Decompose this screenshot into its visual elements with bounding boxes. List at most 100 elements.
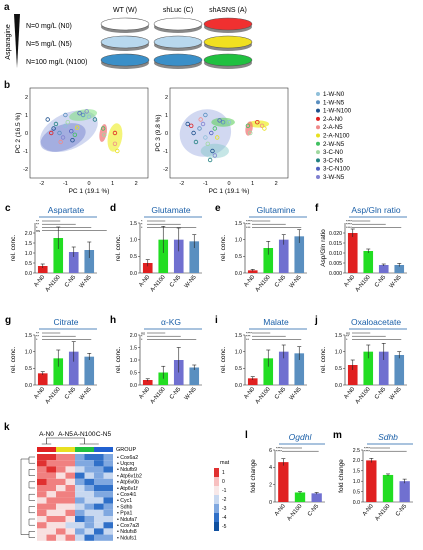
heatmap-cell [37, 516, 47, 523]
heatmap-cell [65, 460, 75, 467]
pca-point [212, 126, 218, 131]
group-color-cell [75, 447, 94, 452]
bar [142, 380, 153, 385]
y-tick-label: 0 [269, 500, 272, 506]
cluster-ellipse [245, 121, 253, 136]
gene-label: • Cox7a2l [117, 523, 139, 529]
legend-swatch [316, 100, 320, 105]
pca-point [245, 123, 251, 128]
heatmap-cell [37, 472, 47, 479]
tick-label: -1 [63, 181, 68, 187]
heatmap-cell [103, 466, 113, 473]
heatmap-cell [65, 528, 75, 535]
bar [399, 481, 410, 502]
heatmap-cell [94, 516, 104, 523]
heatmap-cell [84, 509, 94, 516]
asparagine-gradient-wedge [14, 14, 20, 68]
pca-point [200, 121, 206, 127]
pca-point [197, 126, 202, 131]
legend-swatch [316, 116, 320, 121]
heatmap-cell [65, 472, 75, 479]
heatmap-cell [37, 485, 47, 492]
category-label: A-N0 [243, 386, 256, 400]
y-tick-label: 1.5 [130, 221, 137, 227]
bar [294, 492, 306, 502]
gene-label: • Uqcrq [117, 461, 134, 467]
significance-label: **** [364, 450, 370, 454]
bar [378, 265, 389, 273]
pca-point [189, 123, 194, 128]
category-label: A-N100 [45, 274, 62, 293]
y-tick-label: 1.0 [25, 349, 32, 355]
heatmap-cell [37, 478, 47, 485]
culture-dish [203, 53, 253, 67]
scale-tick: -5 [222, 524, 227, 530]
tick-label: 2 [275, 181, 278, 187]
legend-label: 1-W-N0 [323, 91, 345, 98]
heatmap-cell [84, 528, 94, 535]
heatmap-cell [75, 466, 85, 473]
heatmap-cell [84, 472, 94, 479]
significance-label: * [141, 223, 143, 227]
category-label: C-N5 [307, 503, 320, 517]
legend-label: 2-W-N5 [323, 141, 345, 148]
bar [142, 263, 153, 273]
category-label: A-N0 [243, 274, 256, 288]
scale-tick: -3 [222, 506, 227, 512]
y-tick-label: 1.5 [130, 345, 137, 351]
gene-label: • Cox6a2 [117, 455, 138, 461]
pca-point [100, 126, 106, 131]
y-tick-label: 2.0 [353, 458, 360, 464]
group-label: WT (W) [113, 7, 137, 14]
axis-label: PC 2 (16.5 %) [15, 113, 22, 154]
tick-label: 2 [25, 95, 28, 101]
pca-point [193, 139, 199, 145]
tick-label: 0 [165, 131, 168, 137]
tick-label: -2 [39, 181, 44, 187]
y-tick-label: 0.0 [130, 383, 137, 389]
level-label: N=5 mg/L (N5) [26, 41, 72, 48]
category-label: W-N5 [289, 274, 303, 289]
scale-swatch [214, 468, 219, 477]
bar [363, 251, 374, 273]
bar [263, 358, 274, 385]
heatmap-cell [94, 528, 104, 535]
heatmap-cell [94, 503, 104, 510]
row-dendrogram [28, 469, 35, 476]
y-axis-label: rel. conc. [115, 235, 122, 262]
pca-point [77, 111, 82, 116]
chart-title: Glutamine [257, 205, 296, 215]
heatmap-cell [37, 509, 47, 516]
heatmap-cell [46, 503, 56, 510]
significance-label: *** [246, 226, 251, 230]
bar [394, 355, 405, 385]
legend-swatch [316, 158, 320, 163]
tick-label: 1 [165, 113, 168, 119]
gene-label: • Atp6v0b [117, 480, 139, 486]
tick-label: -2 [163, 167, 168, 173]
category-label: C-N5 [169, 386, 182, 400]
row-dendrogram [20, 458, 29, 535]
bar [247, 270, 258, 273]
bar [363, 351, 374, 385]
heatmap-cell [65, 491, 75, 498]
heatmap-cell [46, 485, 56, 492]
y-tick-label: 1.5 [235, 333, 242, 339]
category-label: W-N5 [389, 274, 403, 289]
pca-point [220, 120, 226, 125]
level-label: N=100 mg/L (N100) [26, 59, 87, 66]
significance-label: **** [276, 450, 282, 454]
y-axis-label: rel. conc. [220, 235, 227, 262]
y-axis-label: rel. conc. [115, 347, 122, 374]
heatmap-cell [65, 522, 75, 529]
cluster-ellipse [40, 110, 98, 153]
pca-point [74, 125, 80, 130]
y-tick-label: 2.5 [353, 448, 360, 454]
y-tick-label: 1.0 [235, 237, 242, 243]
y-tick-label: 1.0 [335, 349, 342, 355]
panel-label-a: a [4, 2, 10, 13]
y-tick-label: 1.0 [235, 349, 242, 355]
heatmap-cell [103, 454, 113, 461]
chart-title: Aspartate [48, 205, 85, 215]
y-tick-label: 0.5 [235, 366, 242, 372]
